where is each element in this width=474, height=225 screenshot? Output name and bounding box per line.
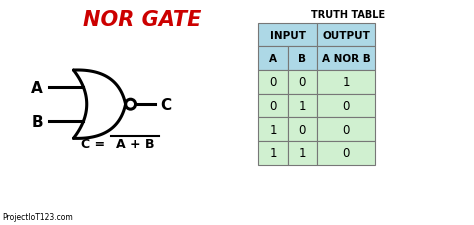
Text: 0: 0 <box>299 76 306 89</box>
Text: C: C <box>160 97 171 112</box>
Text: 1: 1 <box>299 147 306 160</box>
Text: A: A <box>269 54 277 64</box>
Text: NOR GATE: NOR GATE <box>83 10 201 30</box>
Text: 0: 0 <box>269 76 277 89</box>
Text: 1: 1 <box>342 76 350 89</box>
Text: OUTPUT: OUTPUT <box>322 30 370 40</box>
Text: C =: C = <box>81 137 109 150</box>
FancyBboxPatch shape <box>258 118 288 142</box>
FancyBboxPatch shape <box>288 71 317 94</box>
FancyBboxPatch shape <box>317 47 375 71</box>
FancyBboxPatch shape <box>317 142 375 165</box>
Text: TRUTH TABLE: TRUTH TABLE <box>311 10 385 20</box>
FancyBboxPatch shape <box>317 118 375 142</box>
Text: 1: 1 <box>269 123 277 136</box>
Text: 1: 1 <box>299 100 306 112</box>
FancyBboxPatch shape <box>317 24 375 47</box>
FancyBboxPatch shape <box>288 118 317 142</box>
Text: A: A <box>31 80 43 95</box>
Text: B: B <box>31 114 43 129</box>
Text: INPUT: INPUT <box>270 30 306 40</box>
Text: 0: 0 <box>342 100 350 112</box>
Text: 1: 1 <box>269 147 277 160</box>
Text: 0: 0 <box>269 100 277 112</box>
FancyBboxPatch shape <box>288 47 317 71</box>
FancyBboxPatch shape <box>258 71 288 94</box>
Text: 0: 0 <box>342 123 350 136</box>
Text: B: B <box>299 54 306 64</box>
FancyBboxPatch shape <box>288 142 317 165</box>
FancyBboxPatch shape <box>258 24 317 47</box>
FancyBboxPatch shape <box>258 94 288 118</box>
FancyBboxPatch shape <box>258 142 288 165</box>
Text: 0: 0 <box>299 123 306 136</box>
FancyBboxPatch shape <box>288 94 317 118</box>
Text: A NOR B: A NOR B <box>322 54 370 64</box>
Text: 0: 0 <box>342 147 350 160</box>
FancyBboxPatch shape <box>317 94 375 118</box>
FancyBboxPatch shape <box>258 47 288 71</box>
Text: ProjectIoT123.com: ProjectIoT123.com <box>2 212 73 221</box>
Text: A + B: A + B <box>116 137 155 150</box>
FancyBboxPatch shape <box>317 71 375 94</box>
